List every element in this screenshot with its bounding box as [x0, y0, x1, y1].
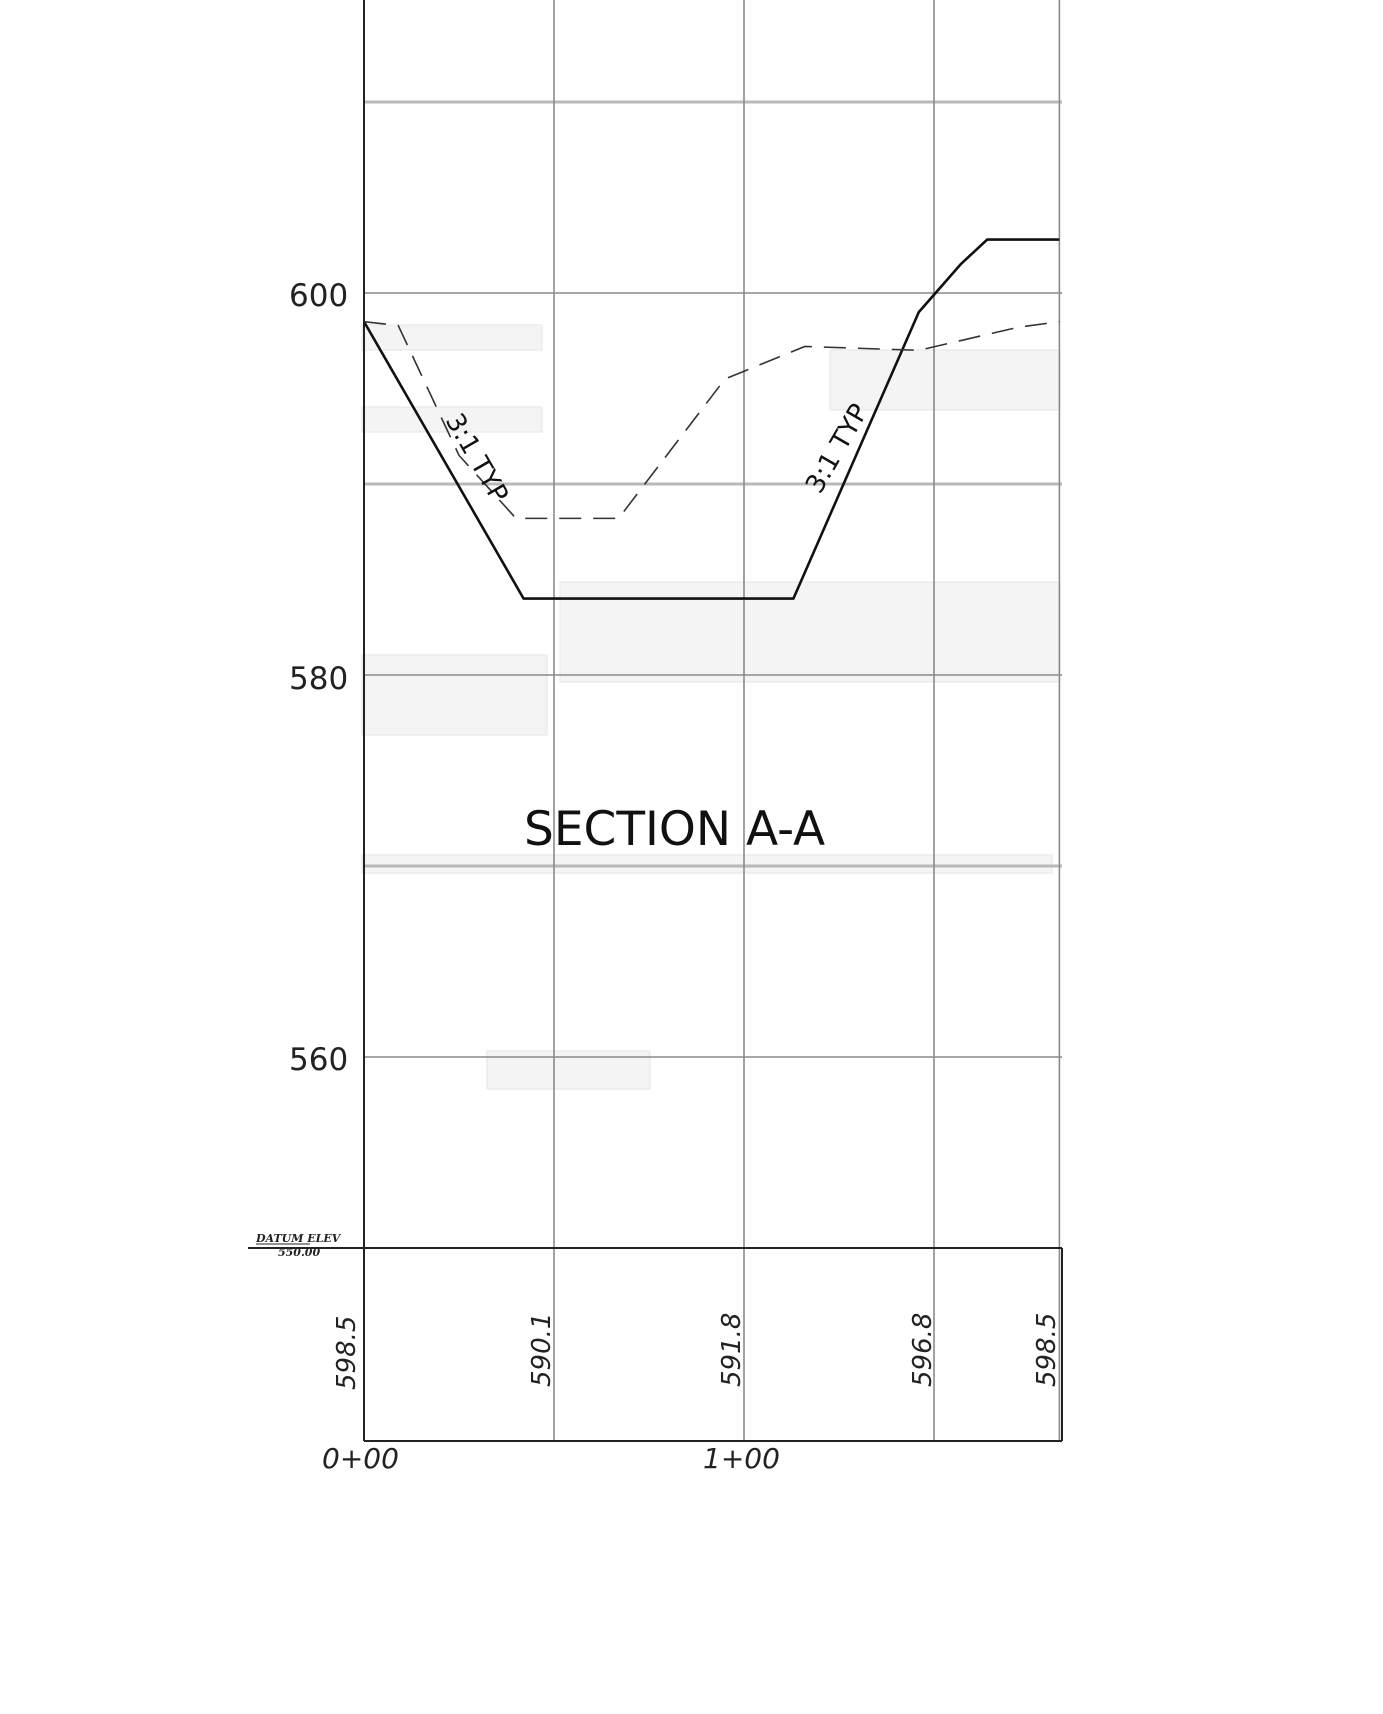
existing-ground-line [363, 320, 1060, 520]
frame [248, 0, 1063, 1442]
elevation-tick-label: 560 [289, 1042, 348, 1078]
datum-label: DATUM ELEV 550.00 [255, 1232, 342, 1259]
grid [364, 0, 1062, 1441]
proposed-grade-line [362, 238, 1060, 600]
profiles [362, 238, 1060, 600]
ground-elevation-value: 598.5 [332, 1316, 362, 1390]
elevation-tick-label: 600 [289, 278, 348, 314]
elevation-labels: 600 580 560 [289, 278, 348, 1078]
section-title: SECTION A-A [524, 802, 825, 857]
ground-elevation-value: 590.1 [527, 1313, 557, 1387]
ground-elevation-value: 591.8 [717, 1313, 747, 1387]
elevation-tick-label: 580 [289, 661, 348, 697]
station-labels: 0+00 1+00 [322, 1442, 780, 1475]
datum-elev-value: 550.00 [278, 1246, 320, 1259]
station-tick-label: 0+00 [322, 1442, 399, 1475]
ground-elevation-value: 596.8 [908, 1313, 938, 1387]
ground-elevation-value: 598.5 [1032, 1313, 1062, 1387]
ground-elevation-labels: 598.5 590.1 591.8 596.8 598.5 [332, 1313, 1062, 1390]
datum-elev-label: DATUM ELEV [255, 1232, 342, 1245]
station-tick-label: 1+00 [703, 1442, 780, 1475]
